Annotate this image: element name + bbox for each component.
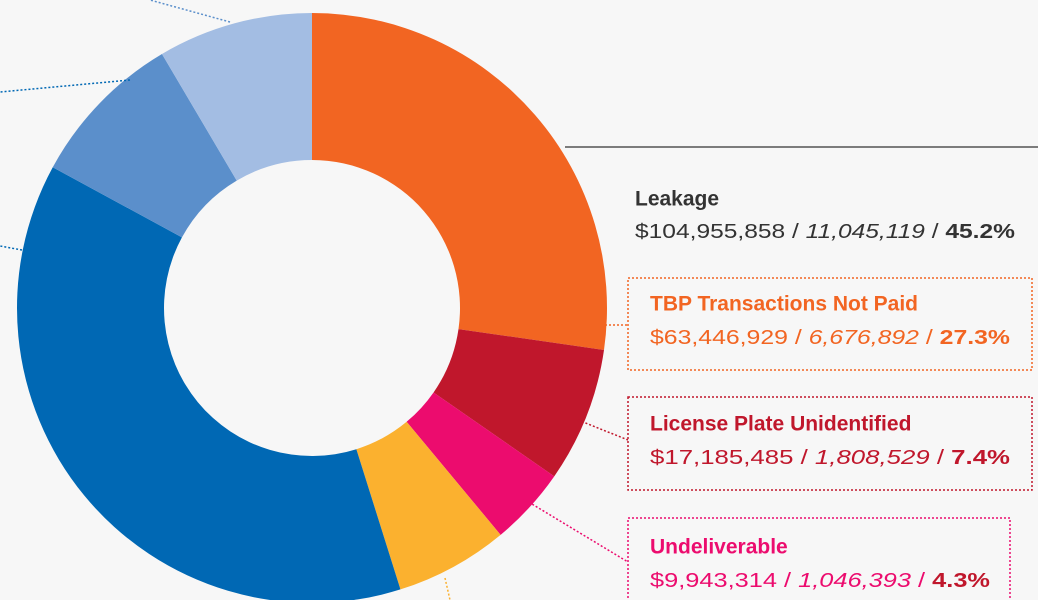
leader-line bbox=[521, 497, 629, 563]
category-name: Undeliverable bbox=[650, 536, 788, 559]
label-part: 4.3% bbox=[932, 570, 990, 592]
label-values: $9,943,314 / 1,046,393 / 4.3% bbox=[650, 570, 990, 592]
donut-slice bbox=[433, 329, 604, 477]
label-part: $63,446,929 bbox=[650, 327, 788, 349]
total-name: Leakage bbox=[635, 188, 719, 211]
leader-line bbox=[577, 419, 629, 441]
donut-slice bbox=[406, 392, 555, 535]
label-part: / bbox=[788, 327, 809, 349]
label-part: / bbox=[785, 221, 805, 243]
label-values: $63,446,929 / 6,676,892 / 27.3% bbox=[650, 327, 1010, 349]
label-part: 27.3% bbox=[940, 327, 1011, 349]
label-part: 45.2% bbox=[945, 221, 1015, 243]
leader-line bbox=[0, 245, 23, 251]
category-name: License Plate Unidentified bbox=[650, 413, 911, 436]
donut-slice bbox=[17, 167, 401, 600]
label-values: $17,185,485 / 1,808,529 / 7.4% bbox=[650, 447, 1010, 469]
label-part: / bbox=[793, 447, 815, 469]
label-box bbox=[627, 517, 1011, 600]
leader-line bbox=[149, 0, 231, 23]
leader-line bbox=[444, 577, 451, 600]
labels: Leakage $104,955,858 / 11,045,119 / 45.2%… bbox=[635, 188, 1015, 593]
donut-slice bbox=[356, 421, 501, 590]
donut-slice bbox=[312, 13, 607, 350]
label-part: / bbox=[919, 327, 940, 349]
label-part: $104,955,858 bbox=[635, 221, 785, 243]
label-part: 7.4% bbox=[951, 447, 1010, 469]
label-part: / bbox=[925, 221, 945, 243]
donut bbox=[17, 13, 607, 600]
label-part: / bbox=[930, 447, 952, 469]
label-part: 6,676,892 bbox=[809, 327, 919, 349]
label-part: / bbox=[777, 570, 798, 592]
label-box bbox=[627, 277, 1033, 371]
label-values: $104,955,858 / 11,045,119 / 45.2% bbox=[635, 221, 1015, 243]
category-name: TBP Transactions Not Paid bbox=[650, 293, 918, 316]
label-part: / bbox=[911, 570, 932, 592]
leader-lines bbox=[0, 0, 629, 600]
donut-slice bbox=[161, 13, 312, 181]
label-part: $9,943,314 bbox=[650, 570, 777, 592]
donut-slice bbox=[52, 54, 237, 238]
label-part: $17,185,485 bbox=[650, 447, 793, 469]
label-part: 1,046,393 bbox=[798, 570, 911, 592]
label-part: 1,808,529 bbox=[815, 447, 930, 469]
label-part: 11,045,119 bbox=[806, 221, 925, 243]
label-box bbox=[627, 396, 1033, 491]
leader-line bbox=[0, 79, 131, 93]
